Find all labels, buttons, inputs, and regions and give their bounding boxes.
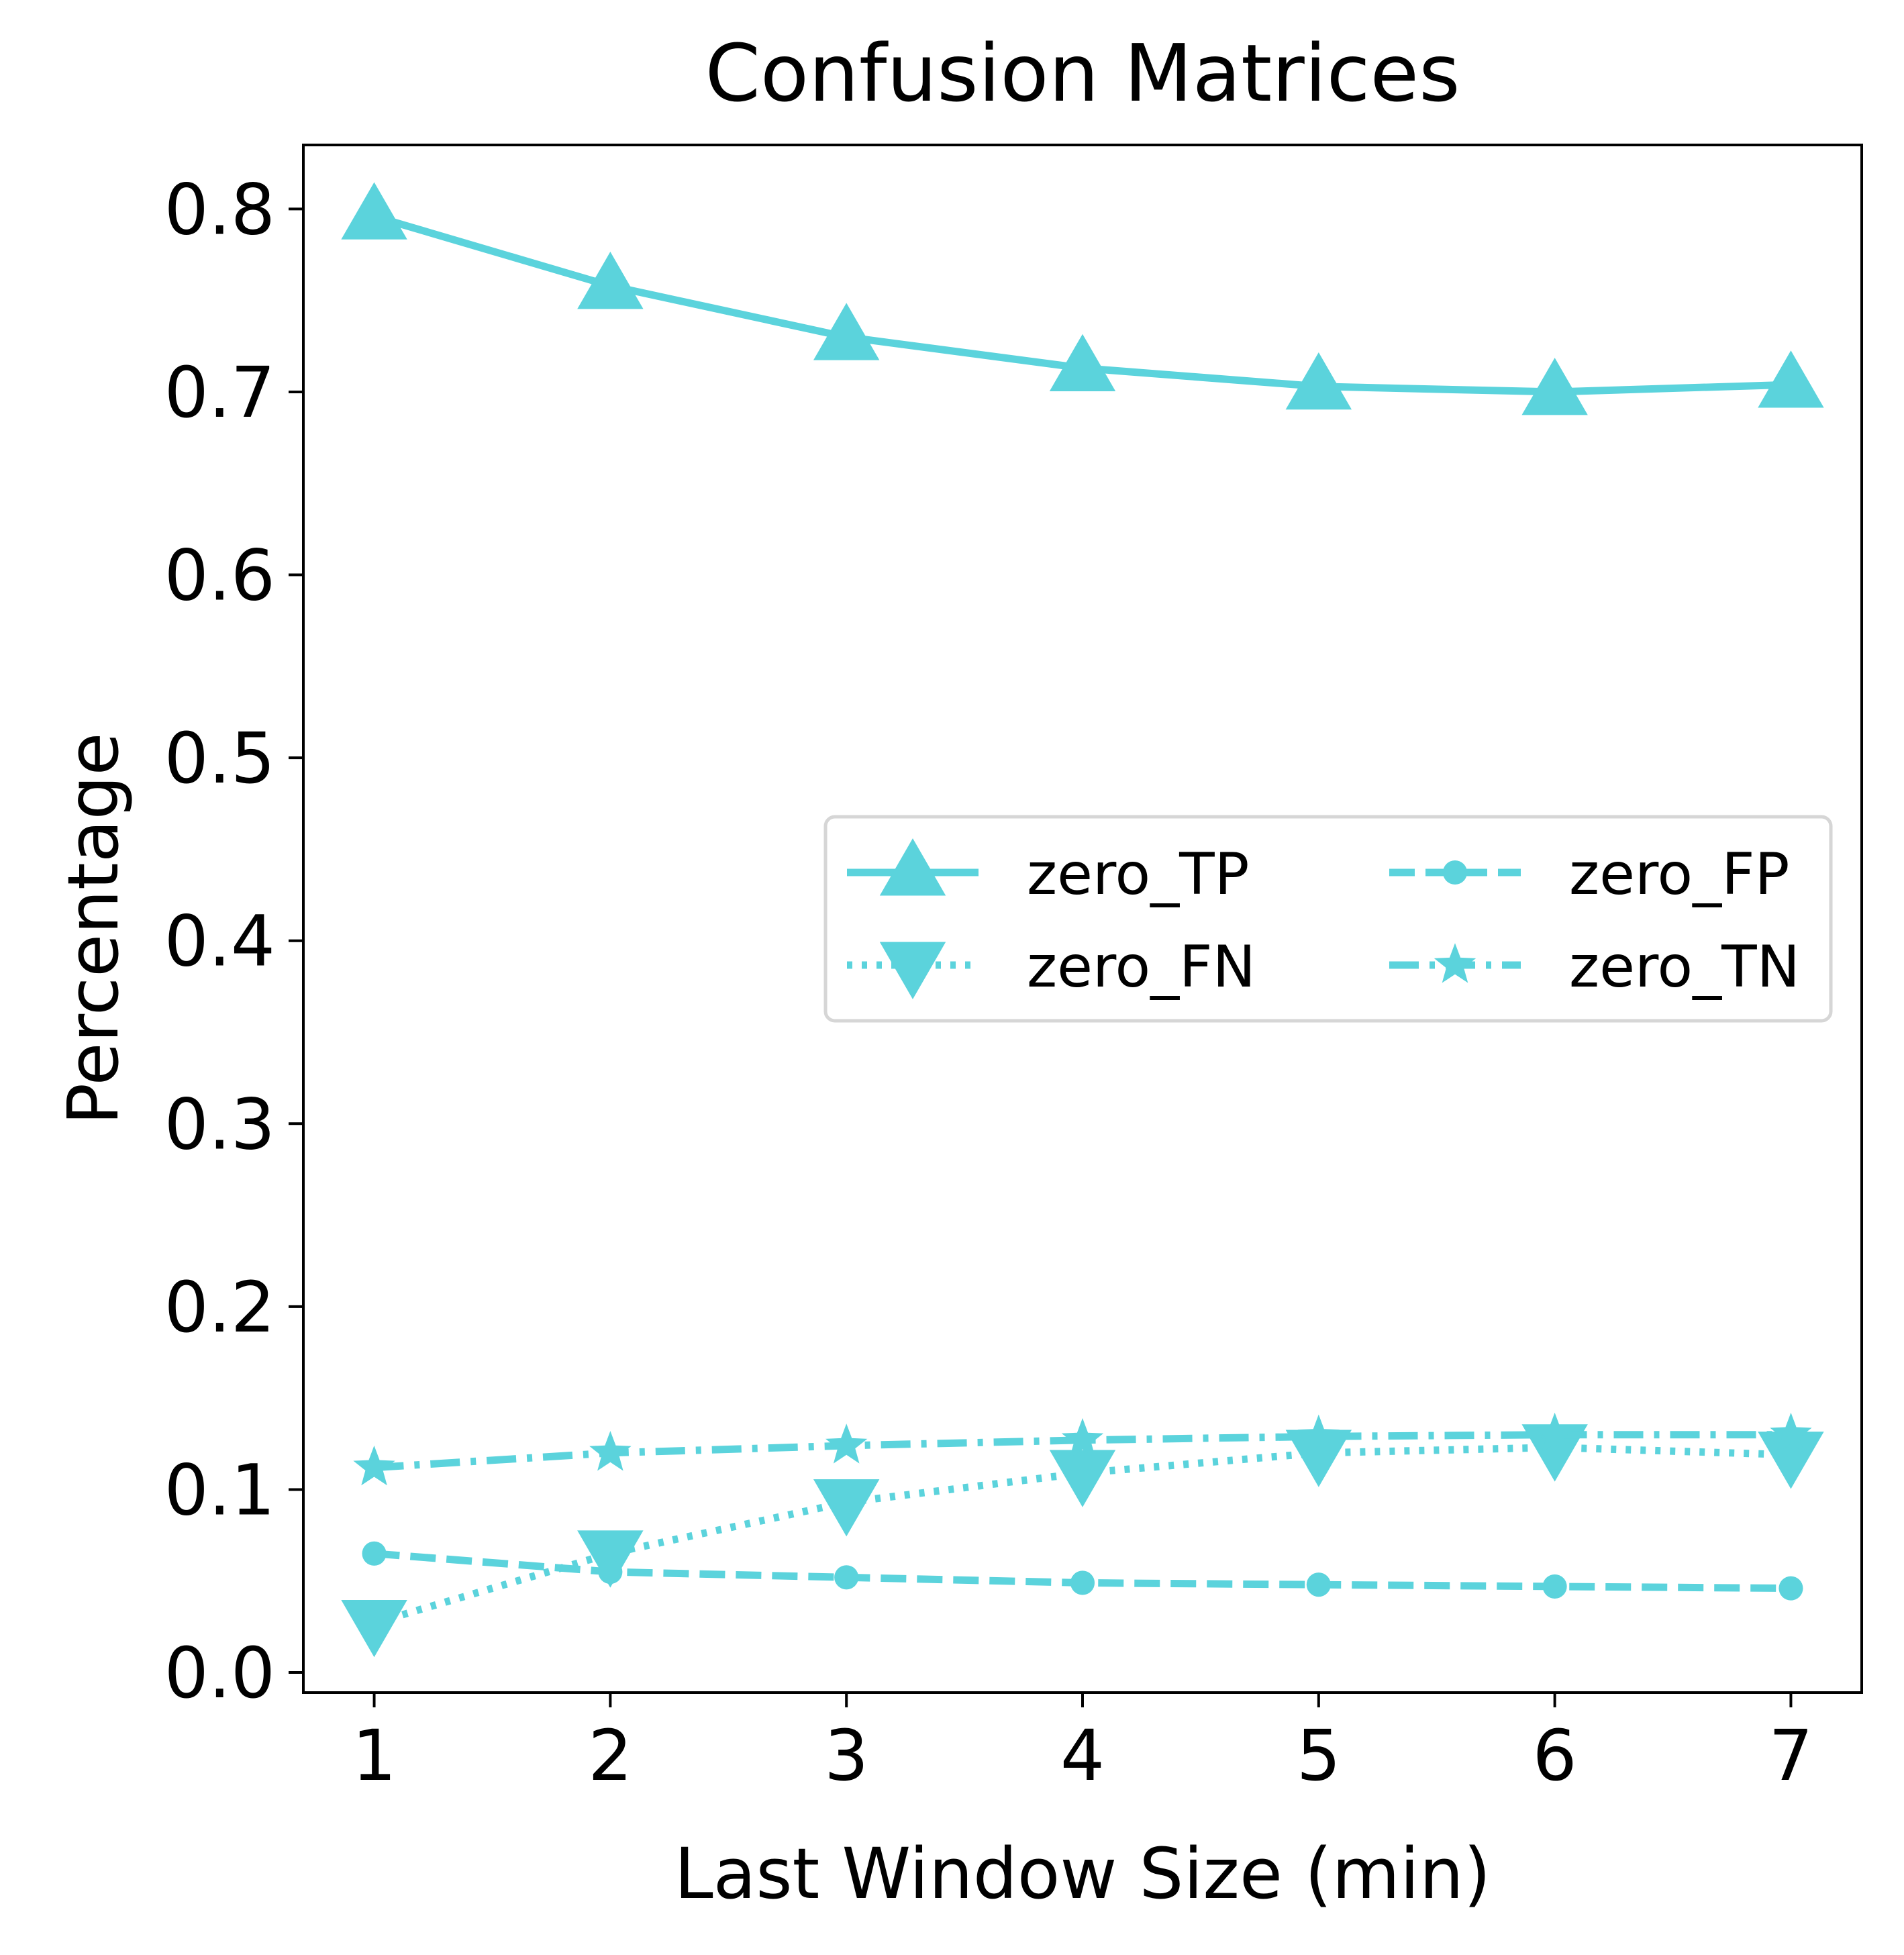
data-point-zero_TP (1758, 350, 1824, 408)
data-point-zero_TP (577, 252, 644, 309)
series-zero_TP (341, 182, 1824, 415)
series-zero_FP (362, 1541, 1803, 1601)
data-point-zero_FP (834, 1565, 859, 1590)
data-point-zero_FN (1758, 1432, 1824, 1489)
x-tick-label: 3 (824, 1715, 868, 1797)
data-point-zero_FP (1070, 1570, 1095, 1595)
legend-label: zero_TN (1569, 934, 1800, 1001)
legend-marker (879, 942, 946, 999)
y-tick-label: 0.7 (164, 352, 275, 434)
x-tick-label: 2 (588, 1715, 632, 1797)
data-point-zero_TN (1297, 1414, 1340, 1454)
y-tick-label: 0.5 (164, 717, 275, 799)
series-zero_FN (341, 1424, 1824, 1658)
data-point-zero_TP (1049, 334, 1116, 391)
y-tick-label: 0.0 (164, 1632, 275, 1714)
data-point-zero_TN (353, 1445, 395, 1486)
y-axis-label: Percentage (52, 732, 134, 1125)
data-point-zero_FP (1542, 1574, 1567, 1599)
y-tick-label: 0.1 (164, 1449, 275, 1531)
legend-item-zero_FP: zero_FP (1389, 841, 1789, 908)
legend-item-zero_TP: zero_TP (847, 838, 1250, 908)
data-point-zero_TP (813, 303, 880, 360)
series-zero_TN (353, 1412, 1812, 1486)
legend-label: zero_TP (1027, 841, 1250, 908)
x-tick-label: 4 (1060, 1715, 1105, 1797)
y-tick-label: 0.4 (164, 901, 275, 983)
data-point-zero_TP (341, 182, 407, 240)
x-tick-label: 1 (352, 1715, 396, 1797)
data-point-zero_FN (1521, 1424, 1588, 1482)
legend-marker (1434, 943, 1476, 983)
data-point-zero_TN (1534, 1412, 1576, 1453)
data-point-zero_FP (1306, 1572, 1331, 1597)
data-point-zero_FP (598, 1560, 623, 1585)
data-point-zero_TN (1061, 1418, 1104, 1458)
data-point-zero_FN (577, 1530, 644, 1588)
data-point-zero_TP (1521, 358, 1588, 415)
x-tick-label: 6 (1533, 1715, 1577, 1797)
legend-marker (1442, 860, 1468, 885)
axis-ticks: 1 2 3 4 5 6 7 0.0 0.1 0.2 0.3 0.4 0.5 0.6 0.7 0.8 (164, 168, 1813, 1797)
x-tick-label: 7 (1768, 1715, 1813, 1797)
y-tick-label: 0.8 (164, 168, 275, 250)
x-axis-label: Last Window Size (min) (674, 1833, 1491, 1915)
data-point-zero_FN (341, 1599, 407, 1658)
legend-label: zero_FN (1027, 934, 1256, 1001)
y-tick-label: 0.2 (164, 1266, 275, 1348)
data-point-zero_TP (1285, 352, 1352, 410)
data-point-zero_FN (1049, 1450, 1116, 1507)
legend-frame (823, 815, 1833, 1023)
legend-item-zero_FN: zero_FN (847, 934, 1256, 1001)
legend-marker (879, 838, 946, 896)
data-point-zero_FN (813, 1479, 880, 1537)
data-point-zero_TN (1770, 1412, 1812, 1453)
plot-frame (302, 144, 1863, 1694)
legend: zero_TP zero_FN zero_FP zero_TN (823, 815, 1833, 1023)
series-layer (341, 182, 1824, 1658)
legend-item-zero_TN: zero_TN (1389, 934, 1800, 1001)
legend-label: zero_FP (1569, 841, 1789, 908)
y-tick-label: 0.6 (164, 535, 275, 617)
data-point-zero_TN (825, 1423, 868, 1464)
y-tick-label: 0.3 (164, 1083, 275, 1165)
chart-title: Confusion Matrices (705, 27, 1460, 119)
data-point-zero_FN (1285, 1430, 1352, 1487)
data-point-zero_FP (362, 1541, 387, 1566)
x-tick-label: 5 (1297, 1715, 1341, 1797)
data-point-zero_FP (1778, 1576, 1803, 1601)
data-point-zero_TN (589, 1431, 632, 1471)
